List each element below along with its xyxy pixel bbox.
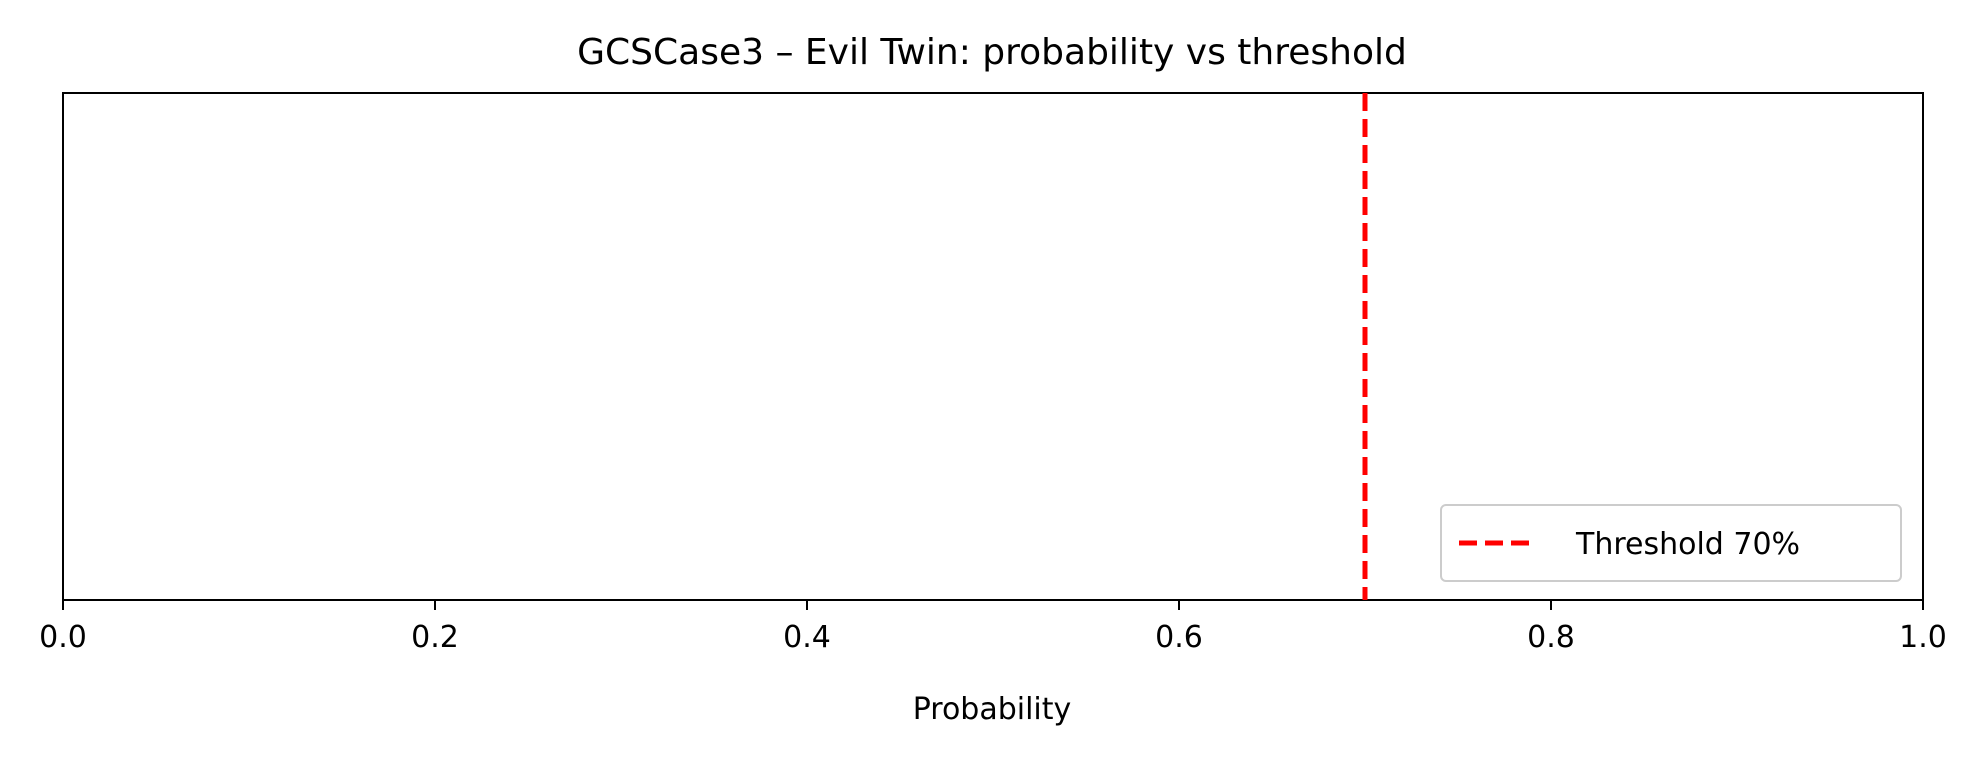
x-tick-label: 0.2	[411, 620, 459, 655]
legend-label: Threshold 70%	[1575, 527, 1800, 562]
x-tick-label: 1.0	[1899, 620, 1947, 655]
chart-title: GCSCase3 – Evil Twin: probability vs thr…	[577, 32, 1407, 73]
x-tick-label: 0.6	[1155, 620, 1203, 655]
plot-area: 0.0 0.2 0.4 0.6 0.8 1.0 Threshold 70%	[39, 92, 1947, 655]
x-tick-label: 0.4	[783, 620, 831, 655]
x-tick-label: 0.0	[39, 620, 87, 655]
legend-box	[1440, 504, 1902, 582]
x-axis-label: Probability	[913, 692, 1072, 727]
legend: Threshold 70%	[1440, 504, 1902, 582]
x-tick-label: 0.8	[1527, 620, 1575, 655]
